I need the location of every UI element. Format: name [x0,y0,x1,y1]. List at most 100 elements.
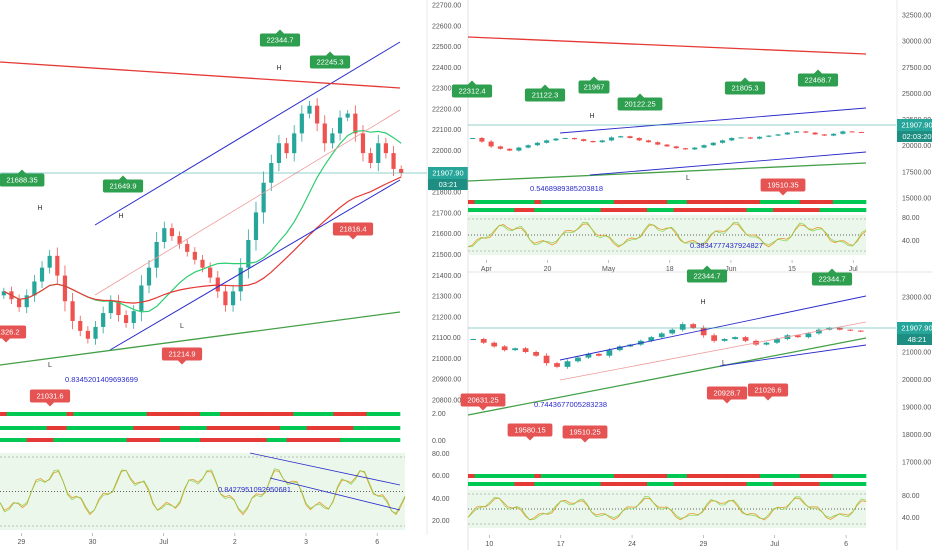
left-signal-row-cell [333,412,341,416]
left-signal-row-cell [273,438,281,442]
br-signal-row-cell [779,482,787,486]
br-signal-row-cell [607,474,615,478]
tr-signal-row-cell [527,208,535,212]
left-price-tick-label: 21400.00 [432,273,461,280]
br-signal-row-cell [607,482,615,486]
left-signal-row-cell [320,426,327,430]
left-candle [146,267,152,286]
left-signal-row-cell [6,426,14,430]
left-signal-row-cell [153,438,161,442]
tr-signal-row-cell [726,200,734,204]
left-signal-row-cell [46,438,54,442]
left-candle [253,212,259,241]
left-label-red-text: 21816.4 [339,225,366,234]
br-price-tick-label: 20000.00 [902,377,931,384]
tr-signal-row-cell [773,200,781,204]
br-signal-row-cell [693,482,701,486]
left-signal-row-cell [200,426,207,430]
br-label-green-text: 22344.7 [693,272,720,281]
tr-signal-row-cell [812,208,820,212]
br-signal-row-cell [587,482,595,486]
br-signal-row-cell [826,482,834,486]
tr-signal-row-cell [547,200,555,204]
br-signal-row-cell [706,474,714,478]
tr-label-green-box [724,81,766,95]
tr-label-green-text: 20122.25 [624,100,655,109]
left-time-tick-label: 2 [233,539,237,546]
br-candle [857,330,864,332]
tr-label-green: 21805.3 [724,77,766,95]
left-signal-row-cell [126,412,134,416]
br-signal-row-cell [806,482,814,486]
left-signal-row-cell [20,426,27,430]
br-label-red-text: 19580.15 [514,426,545,435]
br-signal-row-cell [600,474,608,478]
left-signal-row-cell [13,412,21,416]
left-fib-text: 0.8345201409693699 [65,375,138,384]
br-osc-tick-label: 80.00 [902,493,920,500]
br-channel-lower [719,344,867,367]
tr-red-trendline [467,36,867,55]
br-label-green: 22344.7 [686,265,728,283]
br-price-tick-label: 18000.00 [902,432,931,439]
tr-signal-row-cell [832,208,840,212]
left-signal-row-cell [233,412,241,416]
left-candle [246,240,251,268]
tr-candle [581,139,587,141]
left-price-tick-label: 21700.00 [432,210,461,217]
br-signal-row-cell [514,474,522,478]
left-last-price-bg [428,167,468,179]
left-label-red-box [161,347,203,361]
left-signal-row-cell [46,412,54,416]
left-label-green-box [0,173,45,187]
tr-signal-row-cell [560,200,568,204]
tr-signal-row-cell [574,200,582,204]
left-signal-row-cell [333,438,341,442]
left-signal-row-cell [380,412,387,416]
br-time-tick-label: 10 [486,541,494,548]
br-signal-row-cell [846,482,854,486]
left-signal-row-cell [20,412,27,416]
tr-price-tick-label: 17500.00 [902,169,931,176]
br-signal-row-cell [766,482,774,486]
br-signal-row-cell [819,474,827,478]
left-signal-row-cell [253,412,261,416]
br-label-red-pointer [479,406,487,411]
br-signal-row-cell [640,482,648,486]
br-price-tick-label: 23000.00 [902,295,931,302]
br-label-red-text: 20631.25 [467,396,498,405]
left-signal-row-cell [360,426,367,430]
left-signal-row-cell [326,438,334,442]
left-candle [39,267,45,282]
tr-candle [831,133,837,136]
left-signal-row-cell [100,426,107,430]
br-signal-row-cell [680,482,688,486]
left-signal-row-cell [133,438,141,442]
br-signal-row-cell [474,482,482,486]
left-signal-row-cell [193,412,201,416]
br-label-green-pointer [828,268,836,273]
br-candle [690,324,697,328]
left-signal-row-cell [46,426,54,430]
tr-signal-row-cell [739,208,747,212]
br-time-tick-label: 29 [700,541,708,548]
left-signal-row-cell [73,438,81,442]
tr-signal-row-cell [839,208,847,212]
left-signal-row-cell [366,426,374,430]
left-label-green-text: 22245.3 [316,58,343,67]
left-candle [353,113,358,134]
br-candle [774,339,780,343]
br-time-tick-label: 17 [557,541,565,548]
left-candle [261,182,266,213]
tr-signal-row-cell [766,208,774,212]
left-price-tick-label: 21000.00 [432,356,461,363]
left-signal-row-cell [53,426,61,430]
left-signal-row-cell [266,438,274,442]
br-signal-row-cell [620,474,628,478]
br-candle [763,342,770,345]
left-signal-row-cell [246,438,254,442]
tr-signal-row-cell [693,208,701,212]
left-label-red-text: 21214.9 [168,350,195,359]
left-candle [345,113,350,118]
tr-signal-row-cell [607,208,615,212]
